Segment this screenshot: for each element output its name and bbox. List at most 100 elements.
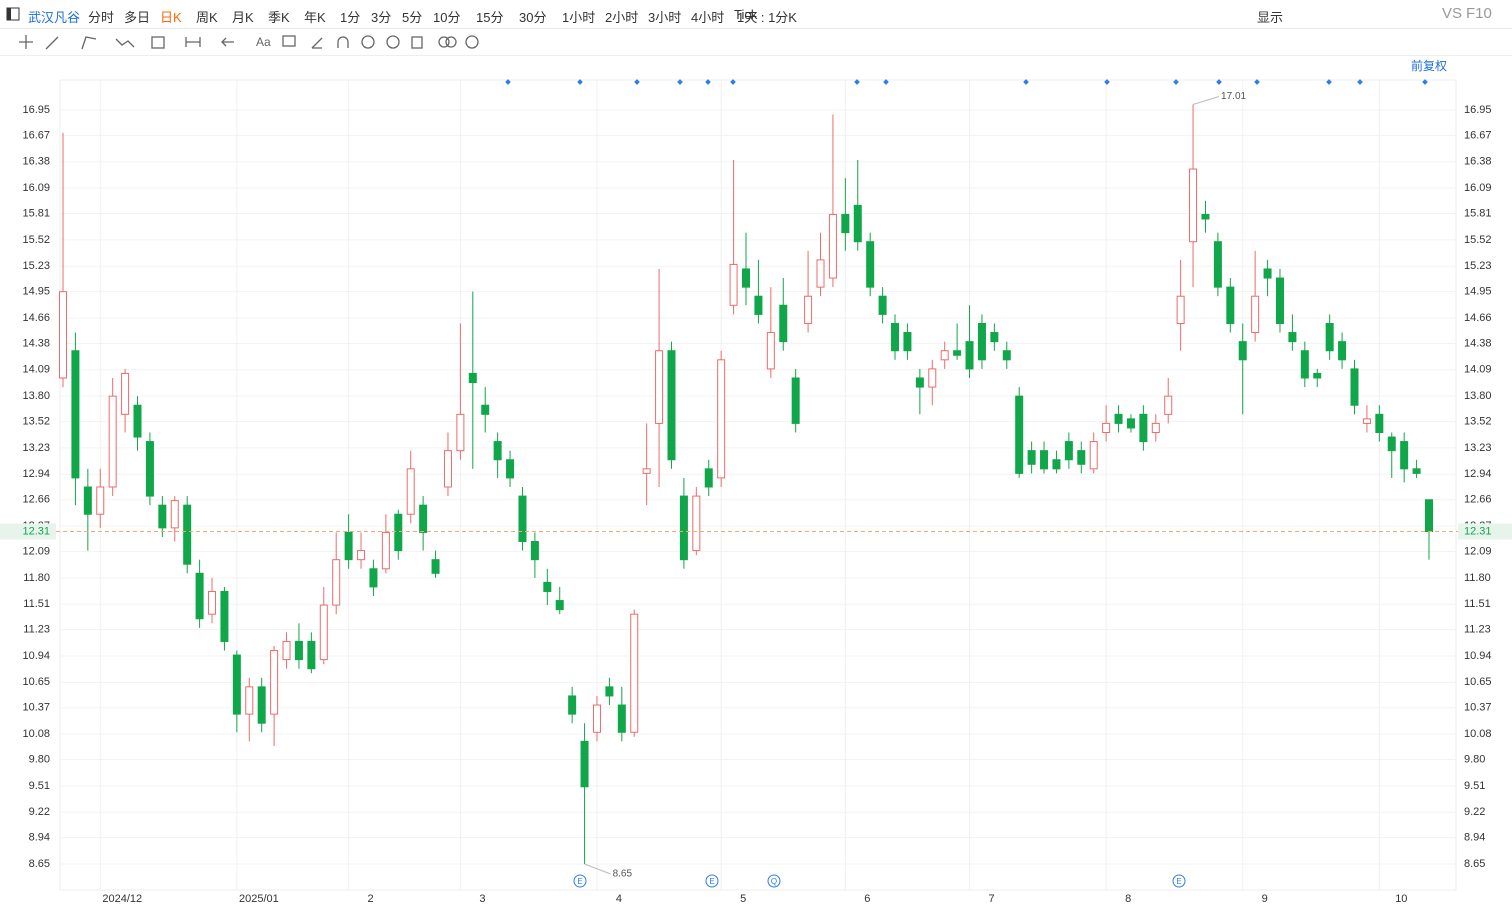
move-tool[interactable]: [19, 35, 33, 49]
y-tick-label-right: 11.51: [1464, 598, 1491, 610]
candle-body: [754, 295, 763, 315]
y-tick-label: 16.67: [22, 129, 50, 141]
event-marker: [1172, 874, 1186, 888]
candle-body: [1238, 341, 1247, 361]
candle-body: [779, 304, 788, 343]
candle-body: [145, 441, 154, 497]
candle-body: [344, 531, 353, 561]
period-tab[interactable]: 2小时: [605, 10, 639, 25]
y-tick-label: 11.23: [23, 624, 50, 636]
period-tab[interactable]: 月K: [232, 10, 254, 25]
f10-button[interactable]: F10: [1466, 5, 1492, 22]
candle-body: [928, 368, 937, 388]
period-tab[interactable]: 1小时: [562, 10, 596, 25]
candle-body: [1325, 322, 1334, 352]
vs-button[interactable]: VS: [1442, 5, 1463, 22]
delete-tool[interactable]: [411, 36, 423, 49]
candle-body: [679, 495, 688, 561]
eye-tool[interactable]: [386, 35, 400, 49]
period-tab[interactable]: 30分: [519, 10, 547, 25]
period-tab[interactable]: 3小时: [648, 10, 682, 25]
y-tick-label: 10.65: [22, 676, 50, 688]
candle-body: [692, 495, 701, 552]
candle-body: [1040, 450, 1049, 470]
y-tick-label-right: 14.09: [1464, 364, 1492, 376]
angle-tool[interactable]: [311, 37, 323, 49]
line-tool[interactable]: [45, 36, 59, 50]
candle-body: [96, 486, 105, 515]
candle-body: [1275, 277, 1284, 324]
current-price-box: [0, 523, 56, 540]
settings-tool[interactable]: [465, 35, 479, 49]
adjust-mode[interactable]: 前复权: [1411, 58, 1447, 73]
candle-body: [1362, 418, 1371, 424]
candle-body: [1077, 450, 1086, 465]
notice-marker: [1422, 79, 1428, 85]
sidebar-icon[interactable]: [6, 7, 20, 21]
y-tick-label: 16.09: [22, 182, 50, 194]
period-tab[interactable]: 10分: [433, 10, 461, 25]
notice-marker: [1216, 79, 1222, 85]
candle-body: [642, 468, 651, 474]
notice-marker: [577, 79, 583, 85]
event-marker-label: E: [709, 877, 714, 886]
y-tick-label: 12.09: [22, 545, 50, 557]
period-tab[interactable]: 4小时: [691, 10, 725, 25]
candle-body: [83, 486, 92, 515]
period-tab[interactable]: 季K: [268, 10, 290, 25]
y-tick-label: 12.66: [22, 494, 50, 506]
magnet-tool[interactable]: [337, 36, 349, 48]
text-tool[interactable]: Aa: [256, 35, 271, 49]
candle-body: [580, 740, 589, 788]
display-menu[interactable]: 显示: [1257, 10, 1284, 25]
measure-tool[interactable]: [185, 37, 201, 47]
candle-body: [878, 295, 887, 315]
candle-body: [1300, 350, 1309, 379]
notice-marker: [883, 79, 889, 85]
candle-body: [704, 468, 713, 488]
candle-body: [1400, 441, 1409, 470]
arrow-tool[interactable]: [221, 37, 234, 47]
y-tick-label-right: 10.37: [1464, 702, 1492, 714]
y-tick-label-right: 8.94: [1464, 832, 1485, 844]
period-tab[interactable]: 分时: [88, 10, 115, 25]
candle-body: [592, 704, 601, 733]
link-tool[interactable]: [438, 36, 450, 48]
candle-body: [245, 686, 254, 715]
candle-body: [853, 204, 862, 243]
candle-body: [493, 441, 502, 461]
y-tick-label-right: 9.80: [1464, 753, 1485, 765]
period-tab[interactable]: Tick: [734, 7, 758, 22]
lock-tool[interactable]: [361, 35, 375, 49]
period-tab[interactable]: 5分: [402, 10, 423, 25]
candle-body: [617, 704, 626, 733]
candle-body: [170, 500, 179, 529]
wave-tool[interactable]: [115, 38, 135, 48]
note-tool[interactable]: [282, 35, 296, 47]
interval[interactable]: 1天 : 1分K: [737, 10, 797, 25]
candle-body: [1002, 350, 1011, 361]
period-tab[interactable]: 多日: [124, 10, 151, 25]
period-tab[interactable]: 周K: [196, 10, 218, 25]
candle-body: [1015, 395, 1024, 474]
period-tab[interactable]: 1分: [340, 10, 361, 25]
y-tick-label: 12.94: [22, 468, 50, 480]
period-tab[interactable]: 3分: [371, 10, 392, 25]
y-tick-label-right: 11.80: [1464, 572, 1491, 584]
y-tick-label: 14.66: [22, 312, 50, 324]
candle-body: [965, 341, 974, 370]
current-price-label: 12.31: [22, 525, 50, 537]
period-tab[interactable]: 15分: [476, 10, 504, 25]
y-tick-label-right: 14.38: [1464, 337, 1492, 349]
y-tick-label-right: 15.81: [1464, 207, 1492, 219]
candle-body: [667, 350, 676, 461]
period-tab[interactable]: 年K: [304, 10, 326, 25]
stock-name[interactable]: 武汉凡谷: [28, 10, 81, 25]
y-tick-label: 8.94: [29, 832, 50, 844]
y-tick-label-right: 14.95: [1464, 286, 1492, 298]
fib-tool[interactable]: [151, 36, 165, 49]
period-tab[interactable]: 日K: [160, 10, 182, 25]
candle-body: [1313, 372, 1322, 379]
channel-tool[interactable]: [81, 36, 97, 50]
